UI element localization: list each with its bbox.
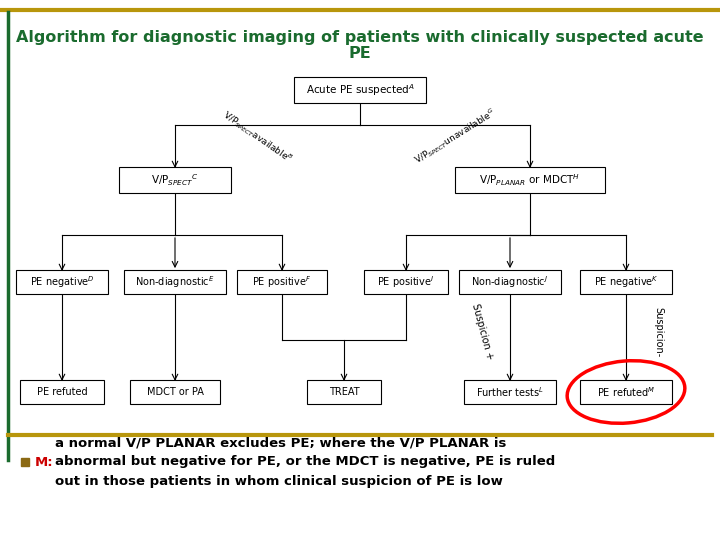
FancyBboxPatch shape [237, 270, 327, 294]
Text: Non-diagnostic$^J$: Non-diagnostic$^J$ [472, 274, 549, 290]
Text: Further tests$^L$: Further tests$^L$ [476, 385, 544, 399]
Text: Acute PE suspected$^A$: Acute PE suspected$^A$ [305, 82, 415, 98]
Text: TREAT: TREAT [329, 387, 359, 397]
FancyBboxPatch shape [307, 380, 381, 404]
FancyBboxPatch shape [580, 270, 672, 294]
FancyBboxPatch shape [16, 270, 108, 294]
FancyBboxPatch shape [459, 270, 561, 294]
Text: V/P$_{SPECT}$$^C$: V/P$_{SPECT}$$^C$ [151, 172, 199, 188]
FancyBboxPatch shape [20, 380, 104, 404]
Text: MDCT or PA: MDCT or PA [147, 387, 204, 397]
FancyBboxPatch shape [364, 270, 448, 294]
Text: PE negative$^K$: PE negative$^K$ [593, 274, 658, 290]
Text: a normal V/P PLANAR excludes PE; where the V/P PLANAR is
abnormal but negative f: a normal V/P PLANAR excludes PE; where t… [55, 436, 555, 488]
Text: Suspicion-: Suspicion- [653, 307, 663, 357]
Text: PE positive$^F$: PE positive$^F$ [252, 274, 312, 290]
Text: PE: PE [348, 46, 372, 61]
Text: V/P$_{SPECT}$available$^B$: V/P$_{SPECT}$available$^B$ [220, 107, 295, 166]
Text: V/P$_{SPECT}$unavailable$^G$: V/P$_{SPECT}$unavailable$^G$ [412, 106, 498, 167]
FancyBboxPatch shape [130, 380, 220, 404]
Text: PE positive$^I$: PE positive$^I$ [377, 274, 435, 290]
Text: PE negative$^D$: PE negative$^D$ [30, 274, 94, 290]
FancyBboxPatch shape [464, 380, 556, 404]
FancyBboxPatch shape [119, 167, 231, 193]
Text: Algorithm for diagnostic imaging of patients with clinically suspected acute: Algorithm for diagnostic imaging of pati… [16, 30, 704, 45]
FancyBboxPatch shape [124, 270, 226, 294]
Text: Non-diagnostic$^E$: Non-diagnostic$^E$ [135, 274, 215, 290]
Text: V/P$_{PLANAR}$ or MDCT$^H$: V/P$_{PLANAR}$ or MDCT$^H$ [480, 172, 580, 188]
Text: Suspicion +: Suspicion + [469, 303, 495, 361]
FancyBboxPatch shape [455, 167, 605, 193]
FancyBboxPatch shape [294, 77, 426, 103]
Text: M:: M: [35, 456, 53, 469]
Text: PE refuted$^M$: PE refuted$^M$ [597, 385, 655, 399]
FancyBboxPatch shape [580, 380, 672, 404]
Text: PE refuted: PE refuted [37, 387, 87, 397]
